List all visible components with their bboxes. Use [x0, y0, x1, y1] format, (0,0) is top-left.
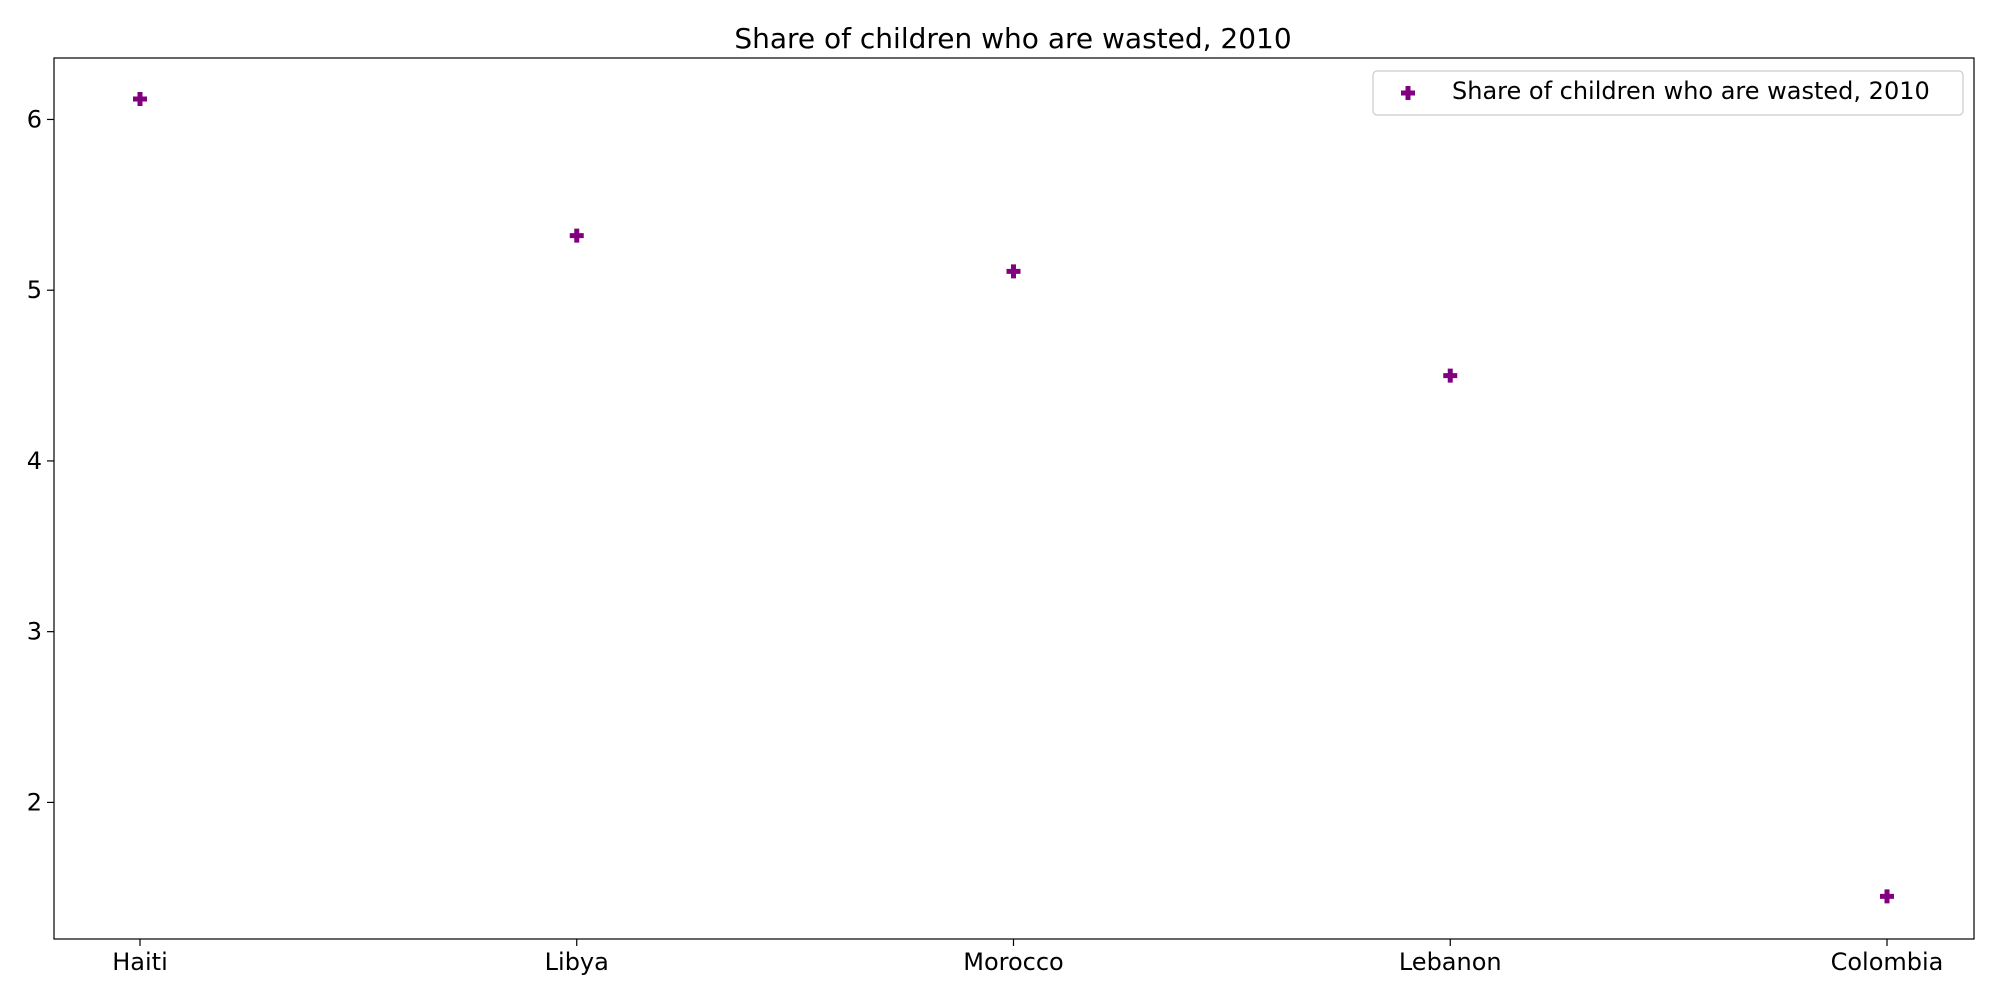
y-tick-label: 6	[27, 105, 42, 133]
x-tick-label: Lebanon	[1399, 948, 1502, 976]
y-tick-label: 5	[27, 276, 42, 304]
legend-box	[1372, 70, 1964, 116]
plot-frame	[53, 57, 1975, 940]
x-axis: Haiti Libya Morocco Lebanon Colombia	[112, 939, 1943, 976]
plot-area	[53, 57, 1975, 940]
data-points	[133, 91, 1894, 904]
legend-label: Share of children who are wasted, 2010	[1452, 77, 1930, 105]
x-tick-label: Morocco	[963, 948, 1064, 976]
chart-title: Share of children who are wasted, 2010	[734, 22, 1291, 55]
legend-marker	[1401, 86, 1415, 100]
x-tick-label: Haiti	[112, 948, 168, 976]
x-tick-label: Libya	[545, 948, 609, 976]
data-point	[569, 228, 584, 243]
data-point	[133, 91, 147, 106]
y-tick-label: 4	[27, 447, 42, 475]
legend-marker-icon	[1401, 86, 1415, 100]
y-axis: 2 3 4 5 6	[27, 105, 54, 816]
x-tick-label: Colombia	[1831, 948, 1944, 976]
y-tick-label: 2	[27, 788, 42, 816]
legend: Share of children who are wasted, 2010	[1372, 70, 1964, 116]
y-tick-label: 3	[27, 618, 42, 646]
data-point	[1443, 368, 1458, 383]
data-point	[1006, 264, 1021, 279]
data-point	[1880, 889, 1894, 904]
